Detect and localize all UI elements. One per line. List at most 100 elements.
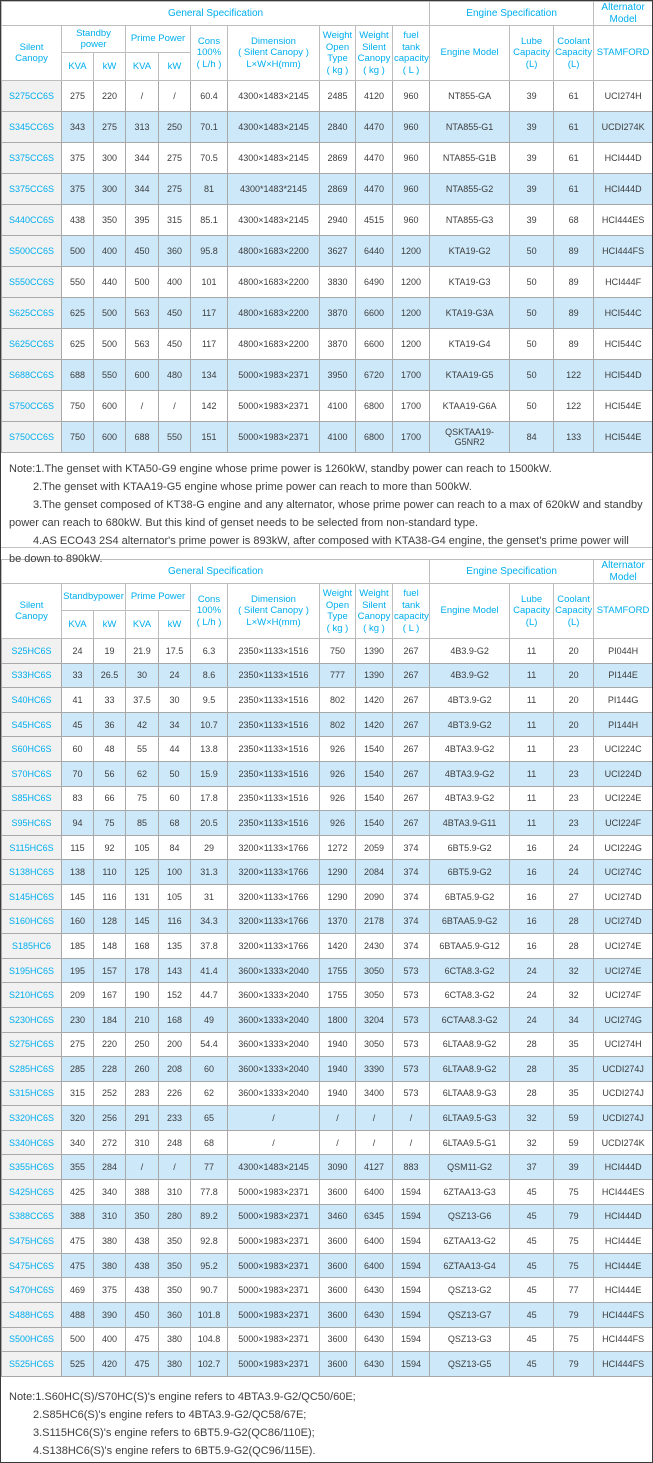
model-link-cell[interactable]: S688CC6S — [1, 359, 62, 391]
standby-kw-cell: 375 — [93, 1277, 126, 1304]
model-link-cell[interactable]: S375CC6S — [1, 173, 62, 205]
model-link-cell[interactable]: S470HC6S — [1, 1277, 62, 1304]
model-link-cell[interactable]: S488HC6S — [1, 1302, 62, 1328]
prime-kva-cell: 563 — [125, 328, 159, 360]
weight-open-cell: 926 — [319, 810, 356, 836]
lube-capacity-cell: 45 — [509, 1179, 555, 1205]
model-link-cell[interactable]: S475HC6S — [1, 1252, 62, 1279]
table-row: S210HC6S 209 167 190 152 44.7 3600×1333×2040 17… — [1, 982, 652, 1008]
model-link-cell[interactable]: S25HC6S — [1, 638, 62, 664]
model-link-cell[interactable]: S550CC6S — [1, 266, 62, 298]
model-link-cell[interactable]: S70HC6S — [1, 760, 62, 787]
model-link-cell[interactable]: S275CC6S — [1, 80, 62, 112]
fuel-tank-cell: 1200 — [391, 328, 431, 360]
model-link-cell[interactable]: S388CC6S — [1, 1203, 62, 1230]
model-link-cell[interactable]: S85HC6S — [1, 785, 62, 812]
model-link-cell[interactable]: S345CC6S — [1, 111, 62, 143]
model-link-cell[interactable]: S285HC6S — [1, 1056, 62, 1082]
engine-model-cell: 6ZTAA13-G4 — [429, 1252, 511, 1279]
model-link-cell[interactable]: S33HC6S — [1, 662, 62, 689]
model-link-cell[interactable]: S475HC6S — [1, 1228, 62, 1254]
weight-open-cell: / — [319, 1129, 356, 1156]
dimension-cell: 5000×1983×2371 — [227, 1228, 320, 1254]
model-link-cell[interactable]: S425HC6S — [1, 1179, 62, 1205]
model-link-cell[interactable]: S315HC6S — [1, 1080, 62, 1107]
weight-open-cell: 1940 — [319, 1080, 356, 1107]
coolant-capacity-cell: 68 — [553, 204, 595, 236]
col-header-weight-silent: Weight Silent Canopy ( kg ) — [355, 583, 393, 639]
weight-open-cell: 2869 — [319, 173, 356, 205]
cons-cell: 117 — [190, 328, 228, 360]
standby-kva-cell: 438 — [61, 204, 94, 236]
weight-open-cell: 3870 — [319, 328, 356, 360]
weight-open-cell: 3870 — [319, 297, 356, 329]
engine-model-cell: 6BTAA5.9-G2 — [429, 908, 511, 935]
model-link-cell[interactable]: S195HC6S — [1, 957, 62, 984]
model-link-cell[interactable]: S355HC6S — [1, 1154, 62, 1181]
dimension-cell: 2350×1133×1516 — [227, 687, 320, 713]
cons-cell: 102.7 — [190, 1351, 228, 1377]
col-header-fuel-tank: fuel tank capacity ( L ) — [391, 583, 431, 639]
model-link-cell[interactable]: S500HC6S — [1, 1326, 62, 1353]
weight-silent-cell: 2090 — [355, 883, 393, 910]
cons-cell: 70.5 — [190, 142, 228, 174]
model-link-cell[interactable]: S500CC6S — [1, 235, 62, 267]
standby-kva-cell: 688 — [61, 359, 94, 391]
weight-silent-cell: 1420 — [355, 687, 393, 713]
cons-cell: 13.8 — [190, 736, 228, 762]
table-row: S33HC6S 33 26.5 30 24 8.6 2350×1133×1516 777 139… — [1, 662, 652, 689]
model-link-cell[interactable]: S138HC6S — [1, 859, 62, 885]
model-link-cell[interactable]: S185HC6 — [1, 933, 62, 959]
standby-kw-cell: 184 — [93, 1006, 126, 1033]
standby-kva-cell: 320 — [61, 1105, 94, 1131]
model-link-cell[interactable]: S40HC6S — [1, 687, 62, 713]
col-header-weight-silent: Weight Silent Canopy ( kg ) — [355, 25, 393, 81]
prime-kva-cell: 395 — [125, 204, 159, 236]
weight-silent-cell: 3050 — [355, 957, 393, 984]
cons-cell: 41.4 — [190, 957, 228, 984]
table-row: S500CC6S 500 400 450 360 95.8 4800×1683×2200 36… — [1, 235, 652, 267]
model-link-cell[interactable]: S750CC6S — [1, 390, 62, 422]
model-link-cell[interactable]: S230HC6S — [1, 1006, 62, 1033]
fuel-tank-cell: 573 — [391, 957, 431, 984]
weight-silent-cell: 3204 — [355, 1006, 393, 1033]
weight-silent-cell: 2178 — [355, 908, 393, 935]
model-link-cell[interactable]: S160HC6S — [1, 908, 62, 935]
model-link-cell[interactable]: S320HC6S — [1, 1105, 62, 1131]
model-link-cell[interactable]: S210HC6S — [1, 982, 62, 1008]
model-link-cell[interactable]: S625CC6S — [1, 297, 62, 329]
model-link-cell[interactable]: S625CC6S — [1, 328, 62, 360]
model-link-cell[interactable]: S440CC6S — [1, 204, 62, 236]
model-link-cell[interactable]: S115HC6S — [1, 834, 62, 861]
model-link-cell[interactable]: S340HC6S — [1, 1129, 62, 1156]
table-row: S688CC6S 688 550 600 480 134 5000×1983×2371 395… — [1, 359, 652, 391]
table-row: S275CC6S 275 220//60.4 4300×1483×2145 2485 41… — [1, 80, 652, 112]
prime-kw-cell: 24 — [158, 662, 191, 689]
model-link-cell[interactable]: S60HC6S — [1, 736, 62, 762]
model-link-cell[interactable]: S750CC6S — [1, 421, 62, 453]
weight-open-cell: 1940 — [319, 1031, 356, 1058]
coolant-capacity-cell: 77 — [553, 1277, 595, 1304]
coolant-capacity-cell: 61 — [553, 111, 595, 143]
coolant-capacity-cell: 32 — [553, 982, 595, 1008]
standby-kw-cell: 252 — [93, 1080, 126, 1107]
standby-kva-cell: 45 — [61, 711, 94, 738]
prime-kva-cell: 260 — [125, 1056, 159, 1082]
standby-kw-cell: 272 — [93, 1129, 126, 1156]
model-link-cell[interactable]: S525HC6S — [1, 1351, 62, 1377]
prime-kw-cell: 275 — [158, 142, 191, 174]
fuel-tank-cell: 960 — [391, 204, 431, 236]
model-link-cell[interactable]: S275HC6S — [1, 1031, 62, 1058]
weight-silent-cell: 6345 — [355, 1203, 393, 1230]
standby-kw-cell: 275 — [93, 111, 126, 143]
model-link-cell[interactable]: S45HC6S — [1, 711, 62, 738]
model-link-cell[interactable]: S95HC6S — [1, 810, 62, 836]
col-header-lube-capacity: Lube Capacity (L) — [509, 583, 555, 639]
model-link-cell[interactable]: S145HC6S — [1, 883, 62, 910]
standby-kva-cell: 145 — [61, 883, 94, 910]
engine-model-cell: 6CTA8.3-G2 — [429, 982, 511, 1008]
fuel-tank-cell: / — [391, 1129, 431, 1156]
prime-kva-cell: 62 — [125, 760, 159, 787]
prime-kva-cell: 21.9 — [125, 638, 159, 664]
model-link-cell[interactable]: S375CC6S — [1, 142, 62, 174]
